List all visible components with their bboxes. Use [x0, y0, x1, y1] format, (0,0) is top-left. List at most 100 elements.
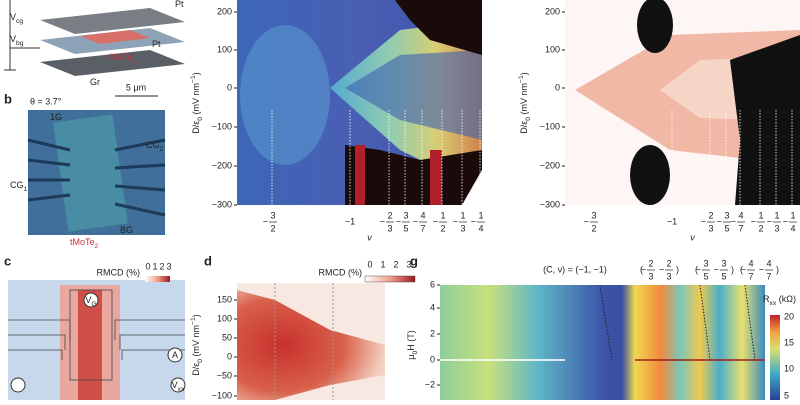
schematic-label: Pt	[152, 39, 161, 49]
x-tick-label-numerator: 1	[440, 210, 445, 220]
fraction-annotation-sign: −	[696, 264, 701, 274]
x-tick-label: −1	[345, 216, 355, 226]
x-tick-label-numerator: 3	[270, 210, 275, 220]
device-label-part: CG	[10, 180, 24, 190]
colorbar-label: RMCD (%)	[319, 267, 363, 277]
y-tick-label: −100	[212, 121, 232, 131]
colorbar-label-part: (kΩ)	[776, 294, 796, 304]
fraction-annotation-sign: −	[714, 264, 719, 274]
colorbar-tick-label: 1	[380, 259, 385, 269]
x-tick-label-denominator: 2	[758, 223, 763, 233]
y-axis-label: D/ε0 (mV nm−1)	[190, 314, 204, 376]
x-tick-label-sign: −	[380, 216, 385, 226]
x-tick-label-numerator: 4	[420, 210, 425, 220]
y-axis-label-part: H (T)	[406, 330, 416, 351]
device-label: CG1	[10, 180, 28, 192]
x-tick-label-numerator: 1	[790, 210, 795, 220]
x-tick-label-denominator: 7	[420, 223, 425, 233]
schematic	[4, 0, 185, 76]
colorbar-tick-label: 0	[145, 261, 150, 271]
y-axis-label-part: −1	[518, 75, 525, 83]
x-tick-label-denominator: 5	[403, 223, 408, 233]
x-tick-label-denominator: 2	[270, 223, 275, 233]
y-axis-label-part: 0	[525, 117, 532, 121]
y-axis-label-part: (mV nm	[191, 83, 201, 117]
y-axis-label-part: D/ε	[191, 363, 201, 376]
x-tick-label-sign: −	[783, 216, 788, 226]
x-tick-label-numerator: 1	[478, 210, 483, 220]
y-axis-label-part: 0	[412, 351, 419, 355]
x-tick-label-sign: −	[413, 216, 418, 226]
fraction-annotation-sign: −	[641, 264, 646, 274]
y-tick-label: 0	[227, 351, 232, 361]
fraction-annotation-numerator: 4	[766, 258, 771, 268]
colorbar-label-part: R	[763, 294, 770, 304]
y-tick-label: −300	[212, 199, 232, 209]
y-axis-label: D/ε0 (mV nm−1)	[518, 72, 532, 134]
fraction-annotation-sign: −	[759, 264, 764, 274]
fraction-annotation-denominator: 5	[703, 271, 708, 281]
colorbar-tick-label: 0	[367, 259, 372, 269]
fraction-annotation-denominator: 7	[748, 271, 753, 281]
heatmap	[237, 275, 416, 400]
x-tick-label-numerator: 3	[724, 210, 729, 220]
fraction-annotation-denominator: 3	[666, 271, 671, 281]
colorbar-tick-label: 3	[406, 259, 411, 269]
y-tick-label: 0	[430, 354, 435, 364]
x-tick-label-denominator: 2	[440, 223, 445, 233]
bracket: )	[776, 264, 779, 274]
colorbar-tick-label: 20	[784, 311, 794, 321]
y-axis-label-part: )	[191, 72, 201, 75]
circuit-label-part: G	[91, 301, 96, 308]
schematic-label: Vbg	[10, 34, 24, 46]
y-tick-label: 6	[430, 279, 435, 289]
colorbar-label: Rxx (kΩ)	[763, 294, 796, 306]
x-tick-label-sign: −	[433, 216, 438, 226]
x-tick-label-denominator: 2	[591, 223, 596, 233]
x-tick-label-sign: −	[584, 216, 589, 226]
heatmap	[565, 0, 800, 205]
x-tick-label-denominator: 3	[774, 223, 779, 233]
y-axis-label-part: −1	[190, 75, 197, 83]
angle-label: θ = 3.7°	[30, 96, 62, 106]
heatmap	[440, 284, 780, 400]
x-tick-label-sign: −	[731, 216, 736, 226]
x-tick-label-sign: −	[751, 216, 756, 226]
schematic-label-part: Pt	[175, 0, 184, 9]
fraction-annotation-denominator: 7	[766, 271, 771, 281]
x-tick-label-denominator: 4	[478, 223, 483, 233]
x-tick-label-sign: −	[471, 216, 476, 226]
colorbar-label: RMCD (%)	[97, 267, 141, 277]
x-tick-label-numerator: 2	[708, 210, 713, 220]
schematic-label-part: 2	[133, 58, 137, 65]
y-tick-label: −50	[217, 370, 232, 380]
y-axis-label: D/ε0 (mV nm−1)	[190, 72, 204, 134]
colorbar-label-part: xx	[770, 300, 777, 307]
colorbar-tick-label: 10	[784, 363, 794, 373]
device-label-part: 1	[24, 186, 28, 193]
y-axis-label: μ0H (T)	[406, 330, 418, 359]
schematic-label-part: Gr	[90, 77, 100, 87]
fraction-annotation-denominator: 5	[721, 271, 726, 281]
schematic-label-part: Pt	[152, 39, 161, 49]
x-tick-label-denominator: 3	[708, 223, 713, 233]
y-axis-label-part: −1	[190, 317, 197, 325]
fraction-annotation-sign: −	[741, 264, 746, 274]
y-axis-label-part: 0	[197, 359, 204, 363]
schematic-label: Gr	[90, 77, 100, 87]
x-axis-label: ν	[690, 232, 695, 242]
x-tick-label-sign: −	[396, 216, 401, 226]
device-label: BG	[120, 225, 133, 235]
y-tick-label: −300	[540, 199, 560, 209]
y-axis-label-part: )	[191, 314, 201, 317]
x-tick-label-denominator: 5	[724, 223, 729, 233]
panel-letter: d	[204, 253, 212, 268]
x-tick-label-sign: −	[767, 216, 772, 226]
schematic-label-part: V	[10, 12, 16, 22]
y-tick-label: −200	[212, 160, 232, 170]
y-tick-label: −100	[540, 121, 560, 131]
panel-letter: g	[410, 253, 418, 268]
device-label: CG2	[146, 140, 164, 152]
fraction-annotation-numerator: 2	[648, 258, 653, 268]
schematic-label: Pt	[175, 0, 184, 9]
